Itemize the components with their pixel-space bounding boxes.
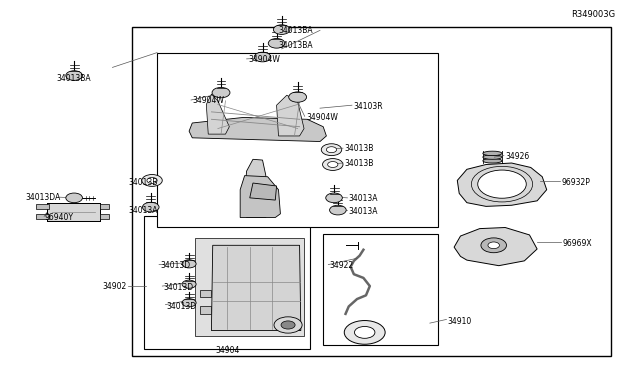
Polygon shape [100, 214, 109, 219]
Polygon shape [200, 307, 211, 314]
Circle shape [326, 193, 342, 203]
Polygon shape [458, 163, 547, 206]
Circle shape [182, 280, 196, 288]
Polygon shape [189, 118, 326, 141]
Bar [145, 216, 310, 349]
Text: 34013B: 34013B [129, 178, 158, 187]
Text: 34926: 34926 [505, 152, 529, 161]
Circle shape [182, 260, 196, 268]
Bar [132, 27, 611, 356]
Text: 34013B: 34013B [344, 144, 374, 153]
Circle shape [212, 87, 230, 98]
Text: 34904W: 34904W [192, 96, 224, 105]
Circle shape [355, 327, 375, 338]
Circle shape [289, 92, 307, 102]
Polygon shape [250, 183, 276, 200]
Polygon shape [195, 238, 304, 336]
Ellipse shape [483, 155, 502, 159]
Circle shape [281, 321, 295, 329]
Circle shape [330, 205, 346, 215]
Text: 34013BA: 34013BA [57, 74, 92, 83]
Text: 34013DA: 34013DA [25, 193, 60, 202]
Polygon shape [47, 203, 100, 221]
Text: 34904: 34904 [215, 346, 239, 355]
Polygon shape [206, 94, 229, 134]
Polygon shape [36, 214, 49, 219]
Text: 96969X: 96969X [563, 239, 592, 248]
Circle shape [142, 174, 163, 186]
Text: 34013A: 34013A [349, 195, 378, 203]
Text: 34103R: 34103R [353, 102, 383, 111]
Text: 34904W: 34904W [306, 113, 338, 122]
Circle shape [326, 147, 337, 153]
Text: 34013B: 34013B [344, 159, 374, 168]
Circle shape [488, 242, 499, 248]
Polygon shape [240, 176, 280, 218]
Ellipse shape [483, 158, 502, 163]
Circle shape [323, 158, 343, 170]
Text: 34013A: 34013A [129, 206, 158, 215]
Circle shape [477, 170, 526, 198]
Circle shape [268, 38, 285, 48]
Text: 34013D: 34013D [161, 261, 191, 270]
Text: R349003G: R349003G [571, 10, 615, 19]
Text: 96932P: 96932P [561, 178, 590, 187]
Bar [323, 234, 438, 345]
Text: 34902: 34902 [103, 282, 127, 291]
Bar [157, 52, 438, 227]
Polygon shape [100, 204, 109, 209]
Text: 34013A: 34013A [349, 208, 378, 217]
Circle shape [344, 321, 385, 344]
Circle shape [328, 161, 338, 167]
Text: 34910: 34910 [448, 317, 472, 326]
Circle shape [481, 238, 506, 253]
Polygon shape [244, 159, 269, 218]
Circle shape [147, 177, 157, 183]
Polygon shape [211, 245, 301, 331]
Circle shape [143, 202, 159, 212]
Text: 34013D: 34013D [167, 302, 197, 311]
Circle shape [66, 71, 83, 80]
Polygon shape [276, 95, 304, 136]
Text: 96940Y: 96940Y [44, 213, 73, 222]
Text: 34013BA: 34013BA [278, 41, 313, 50]
Circle shape [66, 193, 83, 203]
Polygon shape [454, 228, 537, 266]
Text: 34922: 34922 [330, 261, 354, 270]
Circle shape [321, 144, 342, 155]
Circle shape [274, 317, 302, 333]
Text: 34904W: 34904W [248, 55, 280, 64]
Ellipse shape [483, 151, 502, 155]
Text: 34013BA: 34013BA [278, 26, 313, 35]
Text: 34013D: 34013D [164, 283, 194, 292]
Circle shape [273, 25, 290, 35]
Circle shape [254, 52, 271, 62]
Polygon shape [200, 290, 211, 297]
Polygon shape [36, 204, 49, 209]
Circle shape [182, 299, 196, 307]
